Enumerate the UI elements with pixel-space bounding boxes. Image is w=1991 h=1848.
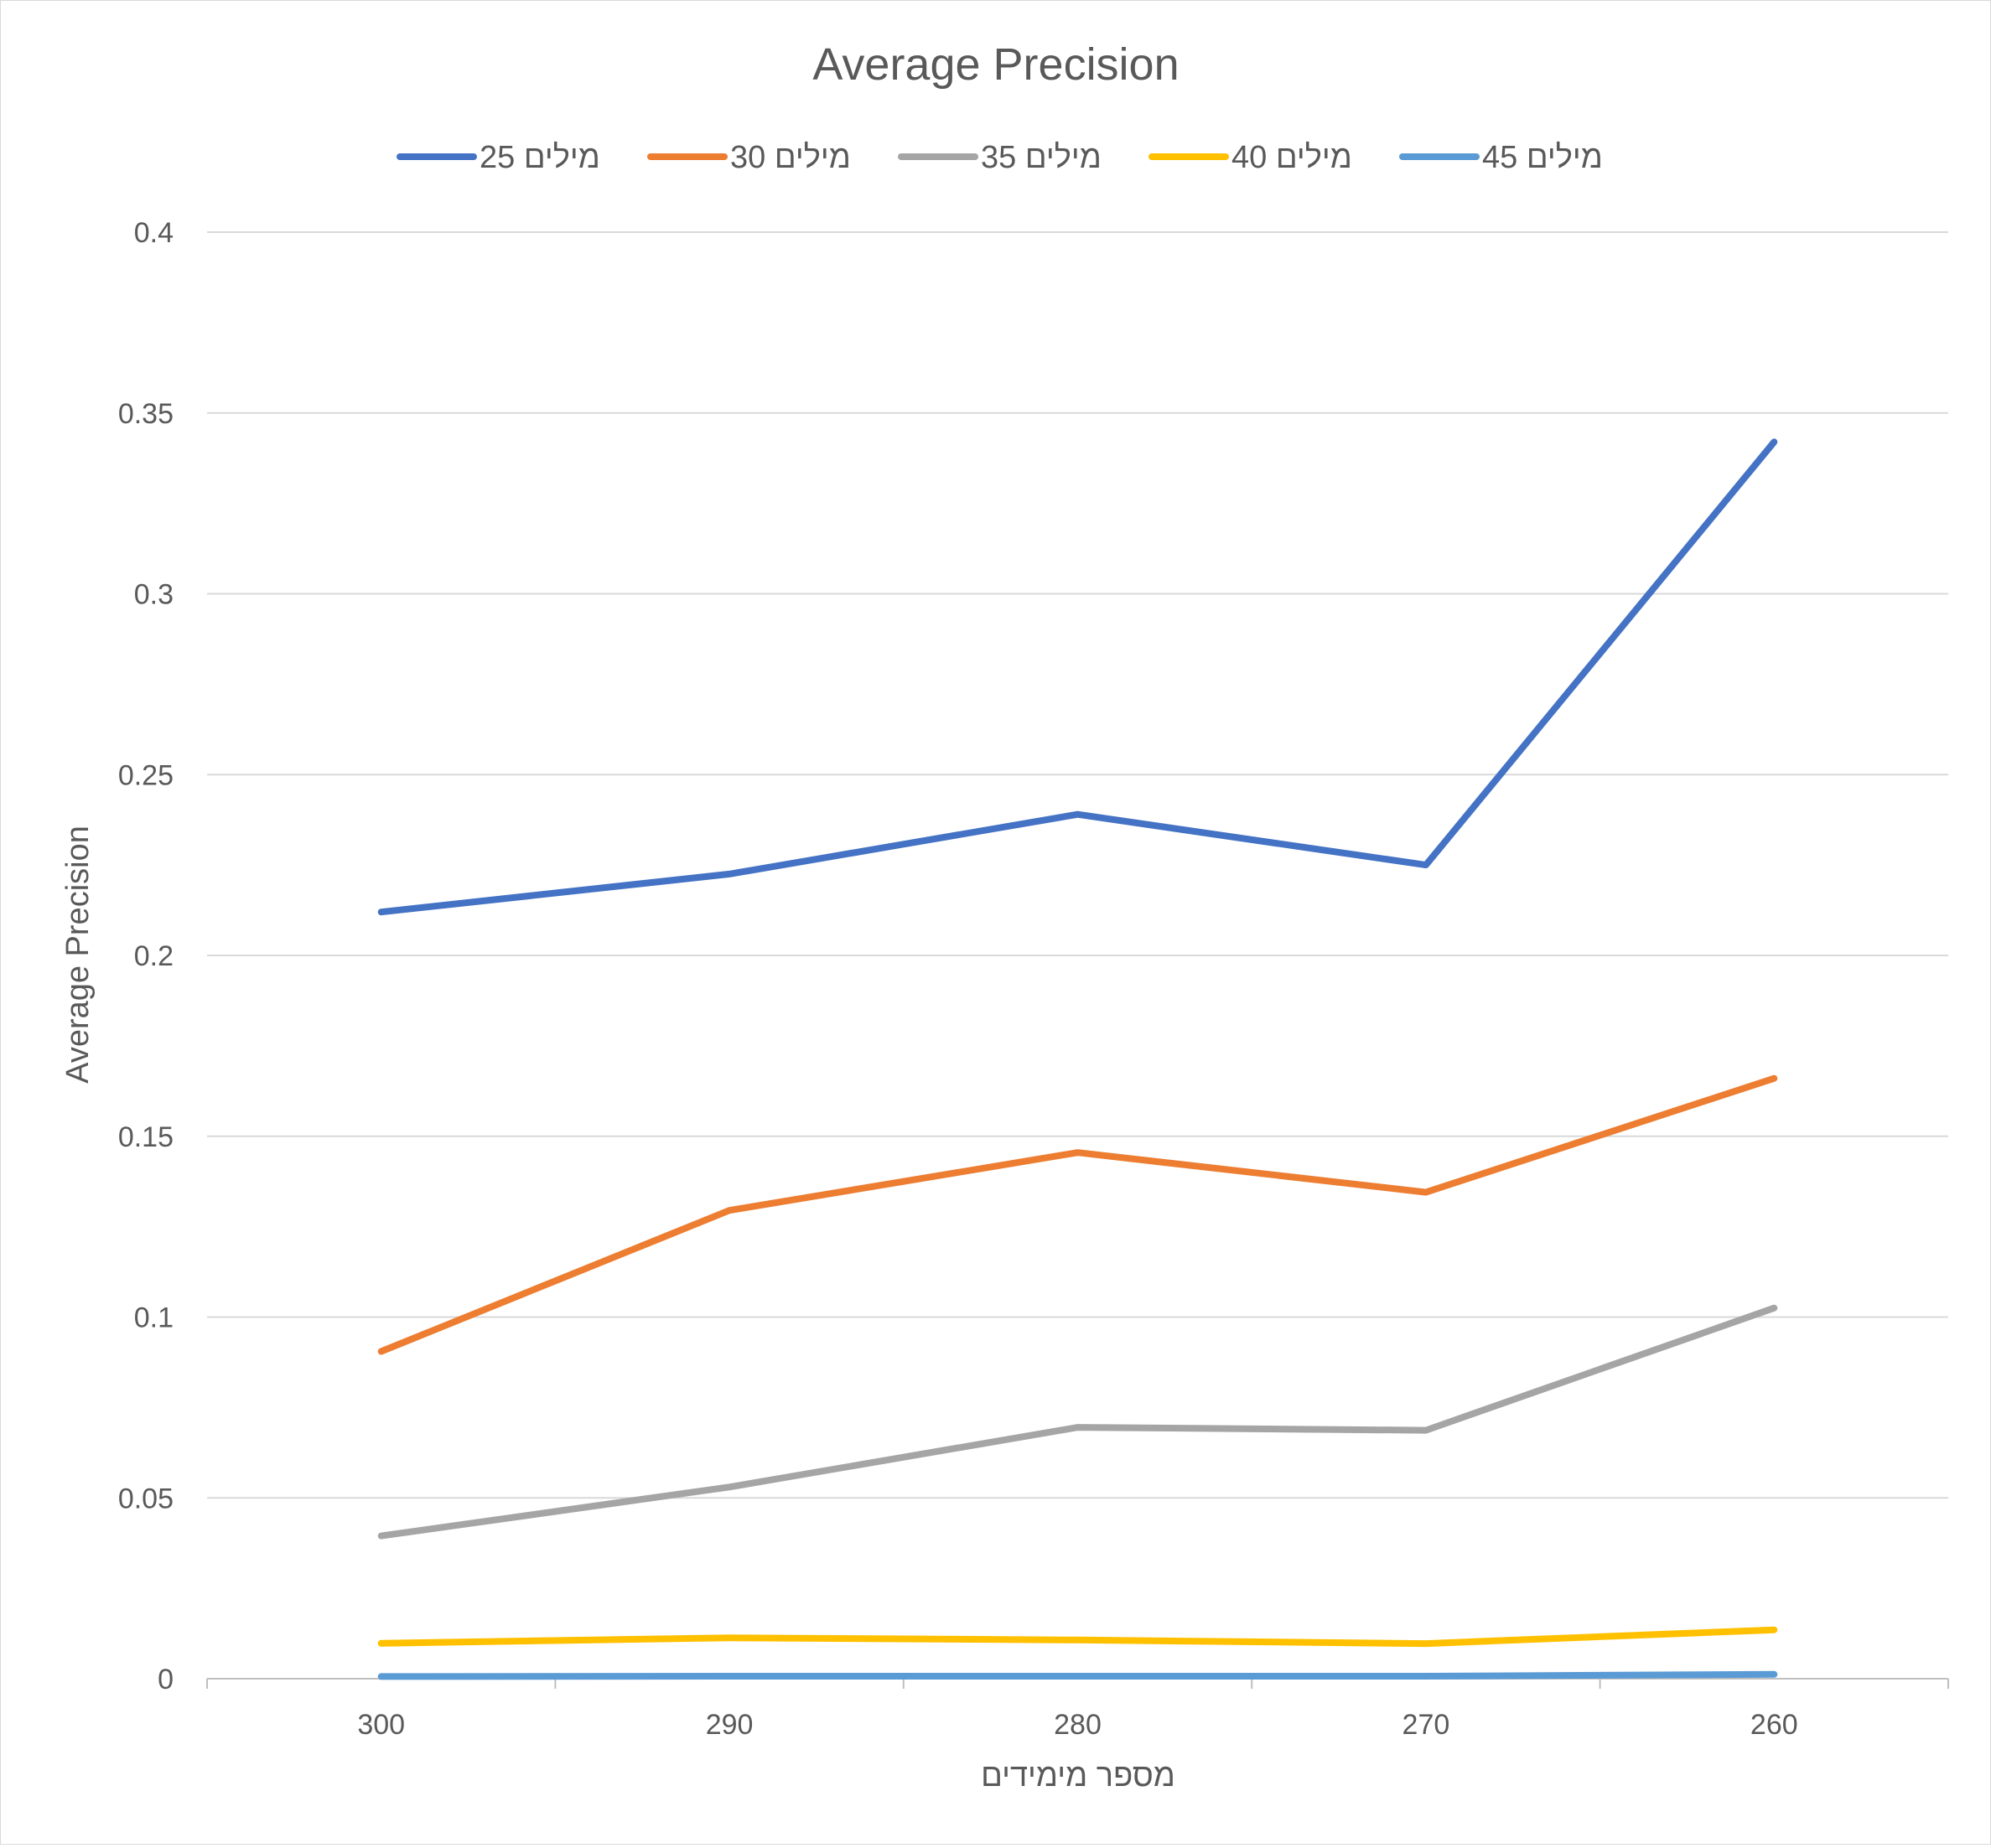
series-lines	[377, 438, 1778, 1680]
x-axis: 300 290 280 270 260	[206, 1678, 1949, 1741]
y-tick-label: 0.4	[134, 217, 174, 249]
legend-label: 40 מילים	[1231, 140, 1352, 175]
legend-item: 45 מילים	[1399, 140, 1603, 175]
y-tick-labels: 0 0.05 0.1 0.15 0.2 0.25 0.3 0.35 0.4	[118, 217, 174, 1695]
legend-label: 25 מילים	[480, 140, 600, 175]
y-tick-label: 0.25	[118, 759, 174, 791]
y-tick-label: 0.15	[118, 1121, 174, 1153]
y-tick-label: 0.3	[134, 579, 174, 611]
y-tick-label: 0.35	[118, 398, 174, 430]
legend-item: 40 מילים	[1148, 140, 1352, 175]
series-line-2	[377, 1074, 1778, 1355]
y-tick-label: 0.2	[134, 940, 174, 972]
x-tick-label: 290	[706, 1709, 754, 1741]
series-line-5	[377, 1670, 1778, 1680]
legend-item: 35 מילים	[898, 140, 1102, 175]
x-tick-label: 280	[1054, 1709, 1102, 1741]
legend-item: 25 מילים	[397, 140, 600, 175]
series-line-3	[377, 1304, 1778, 1540]
legend: 25 מילים 30 מילים 35 מילים 40 מילים 45 מילים	[397, 140, 1603, 175]
legend-label: 30 מילים	[730, 140, 851, 175]
legend-label: 45 מילים	[1482, 140, 1603, 175]
x-tick-label: 270	[1403, 1709, 1450, 1741]
chart-title: Average Precision	[812, 39, 1179, 90]
y-tick-label: 0.05	[118, 1483, 174, 1514]
legend-label: 35 מילים	[981, 140, 1102, 175]
x-tick-label: 260	[1750, 1709, 1798, 1741]
series-line-4	[377, 1626, 1778, 1648]
y-axis-title: Average Precision	[60, 826, 96, 1084]
y-tick-label: 0	[158, 1664, 174, 1695]
x-axis-title: מספר מימידים	[981, 1758, 1175, 1794]
x-tick-label: 300	[357, 1709, 405, 1741]
series-line-1	[377, 438, 1778, 916]
gridlines	[207, 231, 1948, 1499]
y-tick-label: 0.1	[134, 1302, 174, 1334]
legend-item: 30 מילים	[647, 140, 851, 175]
